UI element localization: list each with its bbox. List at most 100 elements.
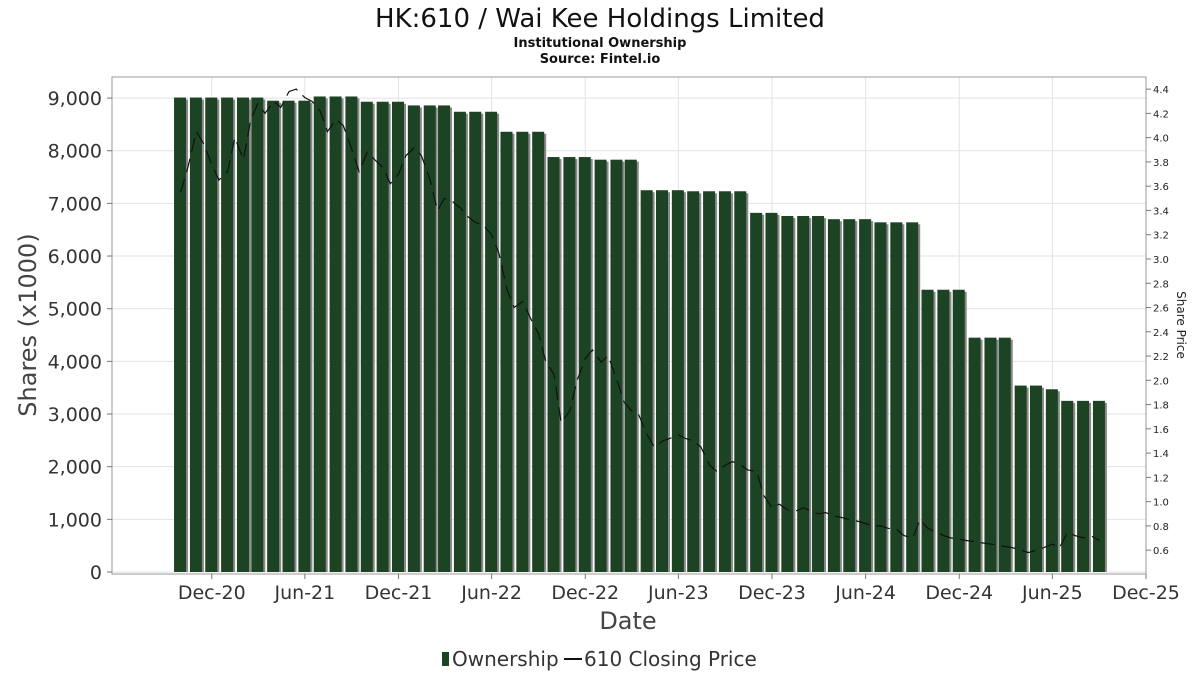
bar (329, 96, 342, 572)
y2-tick-label: 3.2 (1153, 231, 1169, 242)
x-tick-label: Dec-22 (551, 582, 619, 604)
bar (282, 100, 295, 572)
bar (1030, 385, 1042, 572)
y-tick-label: 1,000 (48, 509, 102, 531)
x-tick-label: Dec-24 (925, 582, 993, 604)
bar (469, 111, 482, 573)
y2-axis-ticks: 0.6 0.8 1.0 1.2 1.4 1.6 1.8 2.0 2.2 2.4 2.6 2.8 3.0 3… (1146, 85, 1169, 557)
bar (547, 157, 560, 573)
bar (516, 131, 529, 572)
bar (671, 190, 684, 572)
bar (453, 111, 466, 573)
bar (843, 219, 856, 572)
legend-ownership-label: Ownership (452, 647, 559, 671)
x-tick-label: Jun-22 (460, 582, 522, 604)
bar (313, 96, 326, 572)
y2-tick-label: 1.0 (1153, 498, 1169, 509)
bar (345, 96, 358, 572)
bar (718, 191, 731, 572)
bar (952, 289, 965, 572)
bar (1077, 400, 1090, 572)
y2-tick-label: 2.8 (1153, 279, 1169, 290)
chart-subtitle: Institutional Ownership (514, 36, 687, 51)
y2-tick-label: 2.4 (1153, 328, 1169, 339)
bar (624, 159, 637, 572)
bar (874, 222, 887, 572)
bar (734, 191, 747, 572)
plot-frame (111, 76, 1147, 575)
bar (360, 101, 373, 572)
bar (640, 190, 653, 572)
bar (812, 216, 825, 572)
y-tick-label: 6,000 (48, 246, 102, 268)
bar (921, 289, 934, 572)
x-axis-ticks: Dec-20 Jun-21 Dec-21 Jun-22 Dec-22 Jun-23 Dec-… (178, 574, 1180, 604)
bar (859, 219, 872, 572)
bar (236, 97, 249, 572)
y-tick-label: 0 (90, 562, 102, 584)
bar (890, 222, 903, 572)
y2-tick-label: 3.8 (1153, 158, 1169, 169)
y2-tick-label: 1.6 (1153, 425, 1169, 436)
bar (392, 101, 404, 572)
y2-tick-label: 2.0 (1153, 376, 1169, 387)
bar (205, 97, 218, 572)
y-tick-label: 4,000 (48, 351, 102, 373)
x-tick-label: Jun-24 (834, 582, 896, 604)
bar (703, 191, 716, 572)
bar (500, 131, 513, 572)
bar (221, 97, 234, 572)
bar (1092, 400, 1105, 572)
y2-tick-label: 4.0 (1153, 134, 1169, 145)
bar (687, 191, 700, 572)
y-tick-label: 3,000 (48, 404, 102, 426)
y2-tick-label: 1.4 (1153, 449, 1169, 460)
y-tick-label: 9,000 (48, 88, 102, 110)
price-polyline (180, 88, 1100, 554)
y-tick-label: 2,000 (48, 457, 102, 479)
bar (781, 216, 794, 572)
bar (827, 219, 840, 572)
bar (1045, 389, 1058, 572)
chart-title: HK:610 / Wai Kee Holdings Limited (375, 4, 825, 34)
bar (656, 190, 668, 572)
y-tick-label: 5,000 (48, 299, 102, 321)
bar (998, 337, 1011, 572)
x-tick-label: Dec-21 (365, 582, 433, 604)
bar (937, 289, 950, 572)
x-axis-title: Date (599, 607, 656, 635)
y2-tick-label: 2.6 (1153, 304, 1169, 315)
bar (298, 100, 311, 572)
bar (1014, 385, 1027, 572)
bar (485, 111, 498, 573)
bar (578, 157, 591, 573)
y2-tick-label: 2.2 (1153, 352, 1169, 363)
x-tick-label: Dec-25 (1112, 582, 1180, 604)
ownership-bars (174, 96, 1107, 573)
x-tick-label: Jun-23 (647, 582, 709, 604)
bar (610, 159, 623, 572)
bar (407, 105, 420, 573)
bar (765, 212, 778, 573)
bar (267, 100, 280, 572)
y-axis-ticks: 0 1,000 2,000 3,000 4,000 5,000 6,000 7,000 8,00… (48, 88, 112, 584)
bar (438, 105, 451, 573)
legend-ownership-swatch (442, 652, 449, 666)
x-tick-label: Dec-23 (738, 582, 806, 604)
y2-axis-title: Share Price (1174, 291, 1188, 359)
bar (189, 97, 202, 572)
price-line (180, 88, 1100, 554)
bar (174, 97, 187, 572)
bar (906, 222, 919, 572)
bar (563, 157, 576, 573)
x-tick-label: Dec-20 (178, 582, 246, 604)
x-tick-label: Jun-25 (1021, 582, 1083, 604)
y2-tick-label: 0.8 (1153, 522, 1169, 533)
y2-tick-label: 4.2 (1153, 109, 1169, 120)
bar (532, 131, 545, 572)
y2-tick-label: 1.8 (1153, 401, 1169, 412)
legend-price-label: 610 Closing Price (584, 647, 757, 671)
bar (984, 337, 997, 572)
bar (968, 337, 981, 572)
